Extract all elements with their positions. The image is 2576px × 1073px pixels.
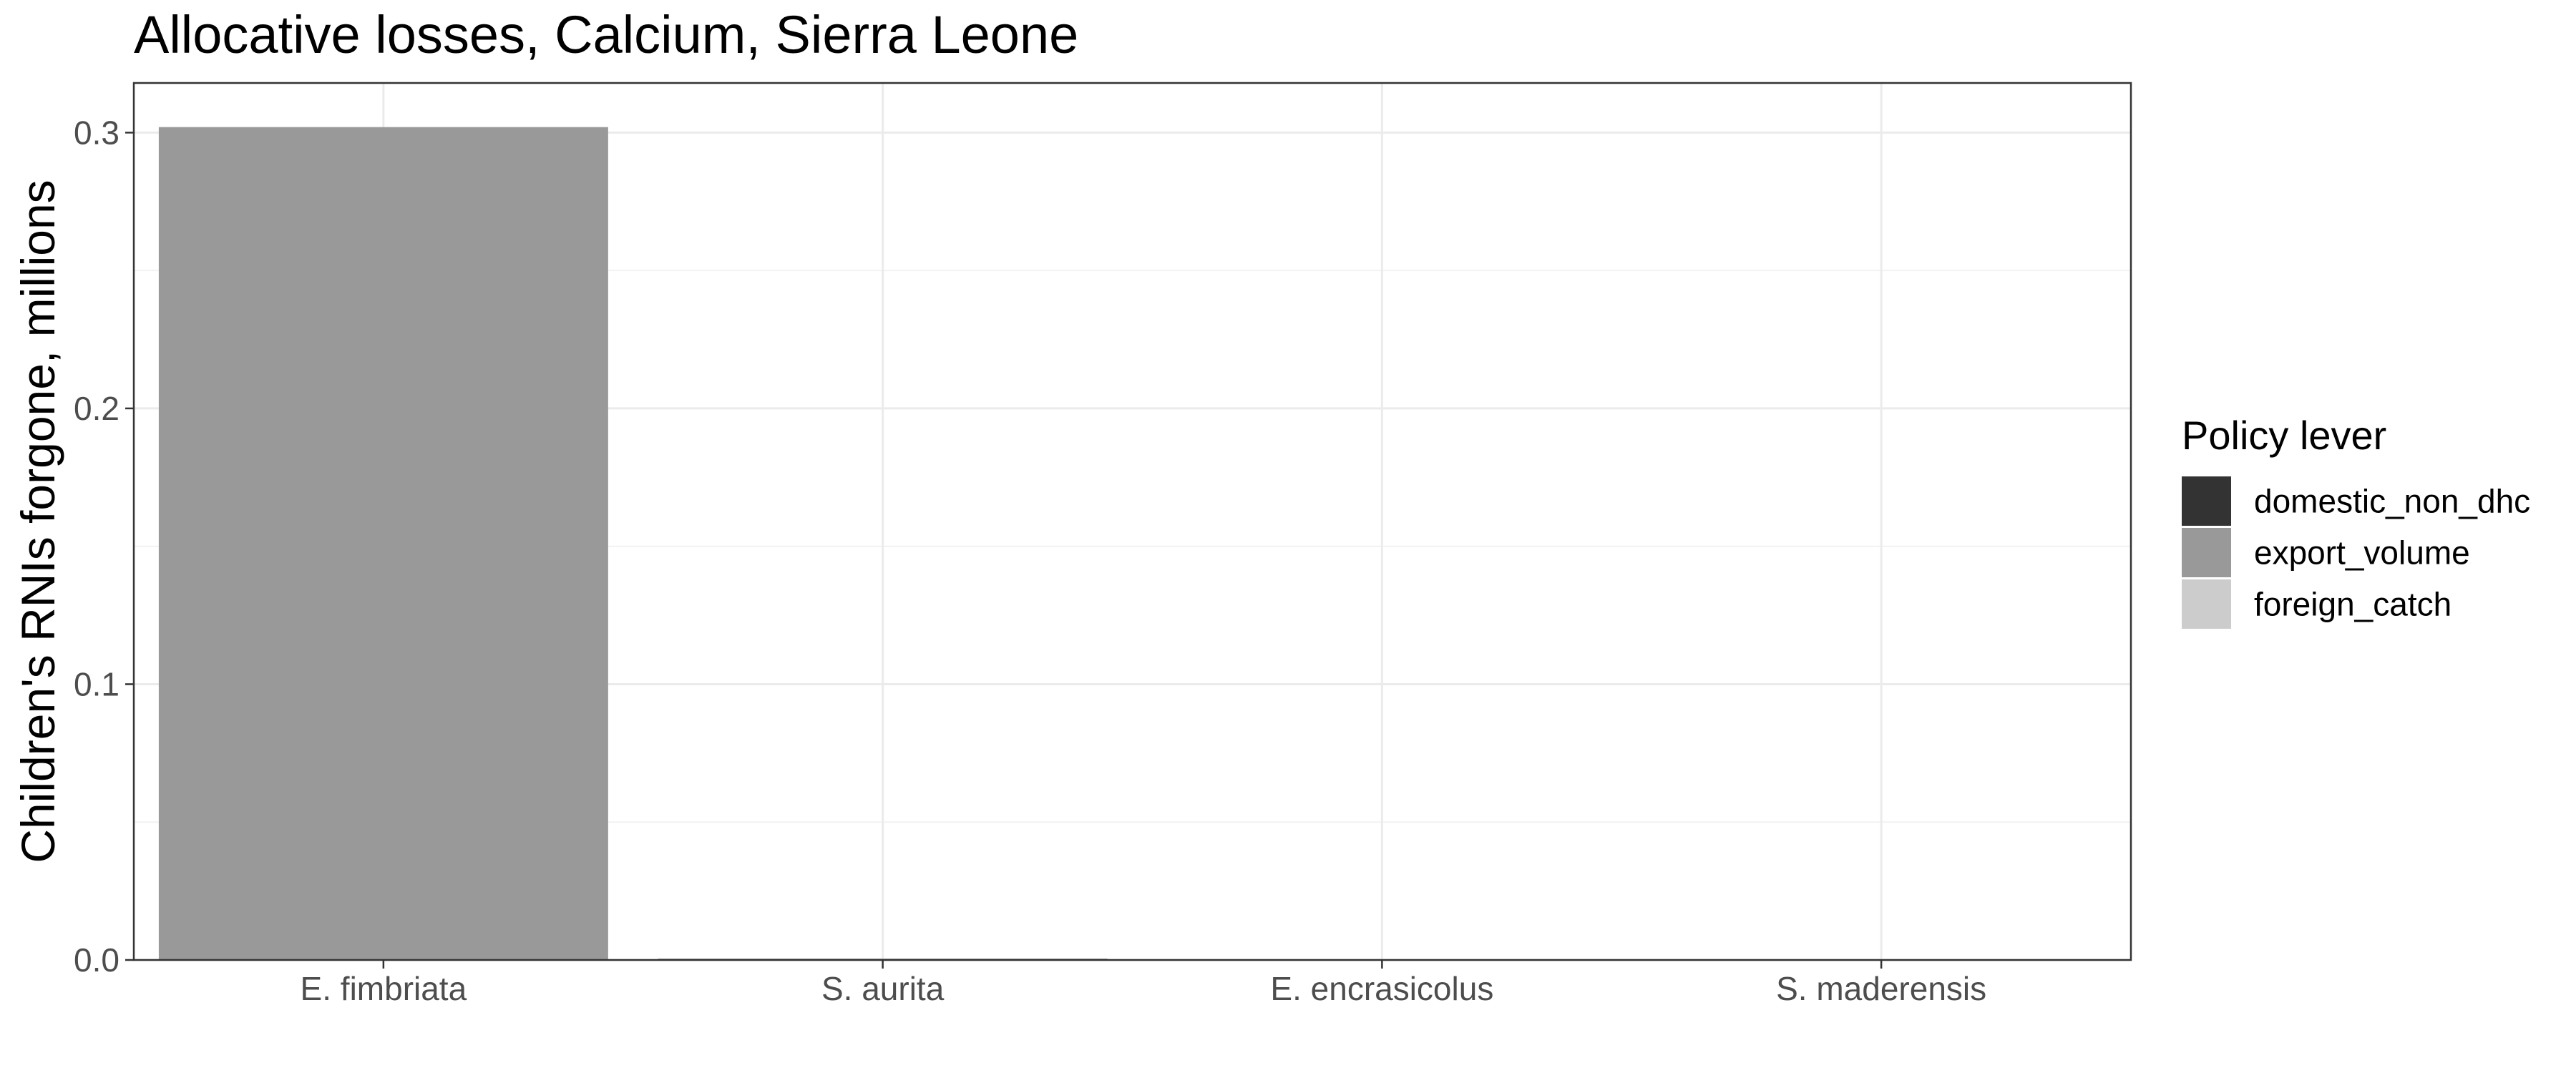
y-tick-label: 0.1 [74, 665, 119, 702]
legend-label-domestic_non_dhc: domestic_non_dhc [2254, 483, 2530, 520]
y-tick-label: 0.3 [74, 114, 119, 151]
plot-area [132, 82, 2132, 961]
y-tick-label: 0.2 [74, 390, 119, 427]
legend: Policy lever domestic_non_dhc export_volu… [2182, 413, 2530, 629]
x-tick-label: E. encrasicolus [1270, 970, 1493, 1007]
legend-items: domestic_non_dhc export_volume foreign_cat… [2182, 476, 2530, 629]
y-tick-label: 0.0 [74, 941, 119, 979]
y-axis: 0.0 0.1 0.2 0.3 [74, 114, 134, 979]
legend-label-export_volume: export_volume [2254, 534, 2470, 572]
x-tick-label: S. maderensis [1776, 970, 1986, 1007]
x-tick-label: S. aurita [821, 970, 945, 1007]
plot-border [132, 82, 2132, 961]
bar-export_volume-0 [158, 127, 608, 960]
legend-key-domestic_non_dhc [2182, 476, 2231, 526]
legend-key-export_volume [2182, 528, 2231, 577]
legend-key-foreign_catch [2182, 579, 2231, 629]
bars [158, 127, 1108, 960]
legend-title: Policy lever [2182, 413, 2386, 458]
x-tick-label: E. fimbriata [301, 970, 467, 1007]
y-axis-label: Children's RNIs forgone, millions [11, 180, 64, 863]
legend-label-foreign_catch: foreign_catch [2254, 586, 2451, 623]
chart-title: Allocative losses, Calcium, Sierra Leone [134, 5, 1078, 64]
x-axis: E. fimbriata S. aurita E. encrasicolus S. m… [301, 960, 1986, 1007]
